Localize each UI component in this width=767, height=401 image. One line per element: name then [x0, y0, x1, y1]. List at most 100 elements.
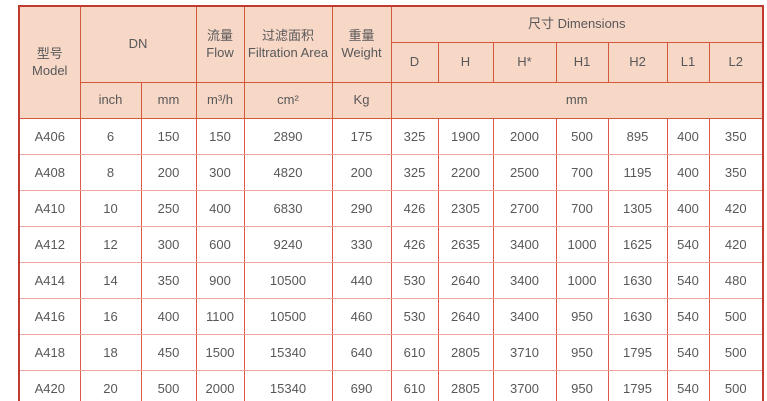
value-cell-H1: 700 [555, 154, 609, 191]
value-cell-H: 2805 [437, 334, 494, 371]
value-cell-H1: 700 [555, 190, 609, 227]
value-cell-flow_m3h: 1500 [195, 334, 245, 371]
value-cell-L2: 500 [708, 298, 764, 335]
value-cell-H: 2305 [437, 190, 494, 227]
value-cell-dn_mm: 450 [140, 334, 197, 371]
unit-dimensions-mm: mm [390, 82, 764, 119]
value-cell-weight_kg: 440 [331, 262, 392, 299]
value-cell-H1: 950 [555, 298, 609, 335]
header-dim-l1: L1 [666, 42, 710, 83]
table-row: A414 14 350 900 10500 440 530 2640 3400 1000 1630 5… [18, 262, 764, 299]
unit-mm: mm [140, 82, 197, 119]
value-cell-dn_mm: 400 [140, 298, 197, 335]
header-model-zh: 型号 [36, 46, 63, 62]
value-cell-L1: 540 [666, 226, 710, 263]
value-cell-L1: 400 [666, 190, 710, 227]
value-cell-L1: 540 [666, 298, 710, 335]
value-cell-H1: 1000 [555, 262, 609, 299]
header-area-zh: 过滤面积 [261, 28, 314, 44]
value-cell-L2: 350 [708, 154, 764, 191]
value-cell-dn_inch: 10 [79, 190, 142, 227]
value-cell-L1: 400 [666, 118, 710, 155]
value-cell-H_star: 3400 [492, 298, 557, 335]
value-cell-weight_kg: 690 [331, 370, 392, 401]
header-dim-l2: L2 [708, 42, 764, 83]
table-row: A420 20 500 2000 15340 690 610 2805 3700 950 1795 5… [18, 370, 764, 401]
value-cell-dn_inch: 20 [79, 370, 142, 401]
header-weight-en: Weight [341, 44, 382, 60]
table-body: A406 6 150 150 2890 175 325 1900 2000 500 895 400 35… [18, 118, 764, 401]
value-cell-filtration_area_cm2: 15340 [243, 370, 333, 401]
table-row: A418 18 450 1500 15340 640 610 2805 3710 950 1795 5… [18, 334, 764, 371]
model-cell: A406 [18, 118, 81, 155]
header-flow-zh: 流量 [206, 28, 233, 44]
value-cell-L2: 420 [708, 226, 764, 263]
header-dimensions: 尺寸 Dimensions [390, 5, 764, 43]
header-area-en: Filtration Area [247, 44, 329, 60]
value-cell-H_star: 3700 [492, 370, 557, 401]
value-cell-weight_kg: 175 [331, 118, 392, 155]
unit-area: cm² [243, 82, 333, 119]
model-cell: A414 [18, 262, 81, 299]
value-cell-H_star: 2000 [492, 118, 557, 155]
header-model-en: Model [32, 62, 68, 78]
value-cell-L2: 350 [708, 118, 764, 155]
table-row: A410 10 250 400 6830 290 426 2305 2700 700 1305 400… [18, 190, 764, 227]
value-cell-H_star: 2700 [492, 190, 557, 227]
value-cell-H_star: 3400 [492, 226, 557, 263]
value-cell-H: 2640 [437, 262, 494, 299]
value-cell-L2: 480 [708, 262, 764, 299]
header-flow-en: Flow [206, 44, 234, 60]
unit-inch: inch [79, 82, 142, 119]
header-flow: 流量 Flow [195, 5, 245, 83]
value-cell-H: 1900 [437, 118, 494, 155]
value-cell-flow_m3h: 300 [195, 154, 245, 191]
value-cell-filtration_area_cm2: 10500 [243, 298, 333, 335]
header-weight-zh: 重量 [348, 28, 375, 44]
table-row: A412 12 300 600 9240 330 426 2635 3400 1000 1625 54… [18, 226, 764, 263]
value-cell-D: 530 [390, 262, 439, 299]
value-cell-H: 2635 [437, 226, 494, 263]
model-cell: A410 [18, 190, 81, 227]
value-cell-weight_kg: 290 [331, 190, 392, 227]
value-cell-L1: 400 [666, 154, 710, 191]
value-cell-H: 2200 [437, 154, 494, 191]
value-cell-filtration_area_cm2: 15340 [243, 334, 333, 371]
value-cell-H_star: 2500 [492, 154, 557, 191]
header-filtration-area: 过滤面积 Filtration Area [243, 5, 333, 83]
value-cell-dn_inch: 8 [79, 154, 142, 191]
value-cell-H: 2805 [437, 370, 494, 401]
value-cell-H2: 895 [607, 118, 668, 155]
value-cell-dn_mm: 150 [140, 118, 197, 155]
value-cell-weight_kg: 460 [331, 298, 392, 335]
value-cell-H_star: 3400 [492, 262, 557, 299]
model-cell: A408 [18, 154, 81, 191]
value-cell-weight_kg: 330 [331, 226, 392, 263]
header-dim-h1: H1 [555, 42, 609, 83]
value-cell-H1: 950 [555, 370, 609, 401]
model-cell: A418 [18, 334, 81, 371]
header-model: 型号 Model [18, 5, 81, 119]
value-cell-flow_m3h: 1100 [195, 298, 245, 335]
header-dim-d: D [390, 42, 439, 83]
value-cell-D: 325 [390, 118, 439, 155]
value-cell-filtration_area_cm2: 4820 [243, 154, 333, 191]
value-cell-dn_inch: 12 [79, 226, 142, 263]
model-cell: A420 [18, 370, 81, 401]
value-cell-filtration_area_cm2: 9240 [243, 226, 333, 263]
value-cell-D: 325 [390, 154, 439, 191]
value-cell-dn_mm: 500 [140, 370, 197, 401]
value-cell-D: 426 [390, 190, 439, 227]
model-cell: A412 [18, 226, 81, 263]
value-cell-L2: 500 [708, 334, 764, 371]
value-cell-dn_mm: 350 [140, 262, 197, 299]
value-cell-weight_kg: 640 [331, 334, 392, 371]
value-cell-dn_inch: 16 [79, 298, 142, 335]
header-dn: DN [79, 5, 197, 83]
value-cell-dn_inch: 18 [79, 334, 142, 371]
value-cell-H1: 950 [555, 334, 609, 371]
value-cell-H2: 1625 [607, 226, 668, 263]
value-cell-D: 426 [390, 226, 439, 263]
table-header: 型号 Model DN 流量 Flow 过滤面积 Filtration Area… [18, 5, 764, 119]
